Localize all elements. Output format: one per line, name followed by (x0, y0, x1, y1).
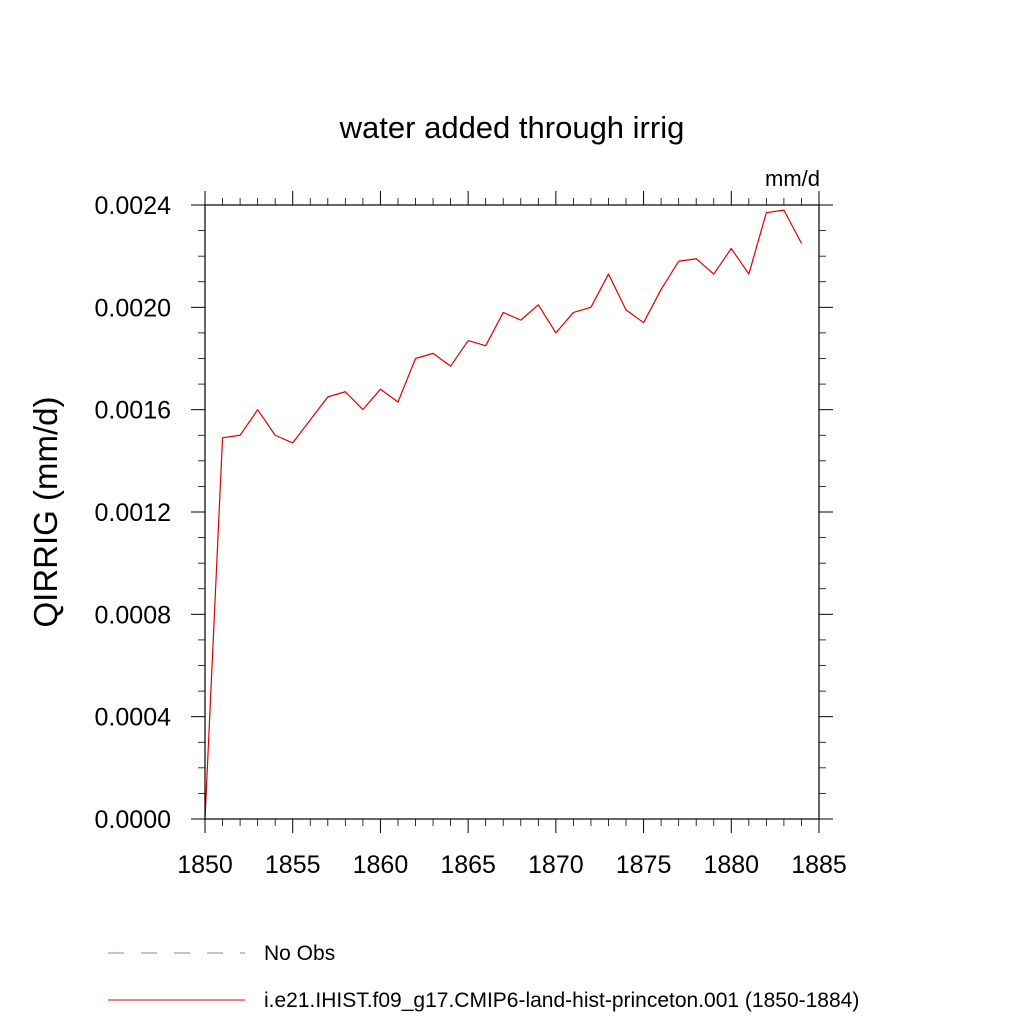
y-tick-label: 0.0020 (95, 294, 171, 322)
units-label: mm/d (765, 166, 820, 191)
y-tick-label: 0.0000 (95, 806, 171, 834)
x-tick-label: 1870 (528, 851, 584, 879)
chart-title: water added through irrig (339, 110, 685, 145)
plot-frame (204, 204, 820, 820)
legend: No Obs i.e21.IHIST.f09_g17.CMIP6-land-hi… (108, 942, 859, 1012)
ticks-layer (191, 191, 833, 833)
x-tick-label: 1860 (353, 851, 409, 879)
x-tick-label: 1885 (791, 851, 847, 879)
x-tick-labels: 1850 1855 1860 1865 1870 1875 1880 1885 (177, 851, 847, 879)
y-tick-label: 0.0008 (95, 601, 171, 629)
y-tick-label: 0.0016 (95, 397, 171, 425)
y-tick-labels: 0.0000 0.0004 0.0008 0.0012 0.0016 0.0020 0.00… (95, 192, 172, 834)
x-tick-label: 1875 (616, 851, 672, 879)
x-tick-label: 1865 (440, 851, 496, 879)
x-tick-label: 1880 (703, 851, 759, 879)
legend-label-no-obs: No Obs (264, 942, 335, 965)
x-tick-label: 1850 (177, 851, 233, 879)
y-tick-label: 0.0012 (95, 499, 171, 527)
y-tick-label: 0.0004 (95, 704, 172, 732)
legend-label-model: i.e21.IHIST.f09_g17.CMIP6-land-hist-prin… (264, 989, 859, 1012)
y-axis-label: QIRRIG (mm/d) (27, 397, 64, 628)
series-line (204, 209, 802, 820)
y-tick-label: 0.0024 (95, 192, 172, 220)
x-tick-label: 1855 (265, 851, 321, 879)
series-layer (204, 209, 802, 820)
